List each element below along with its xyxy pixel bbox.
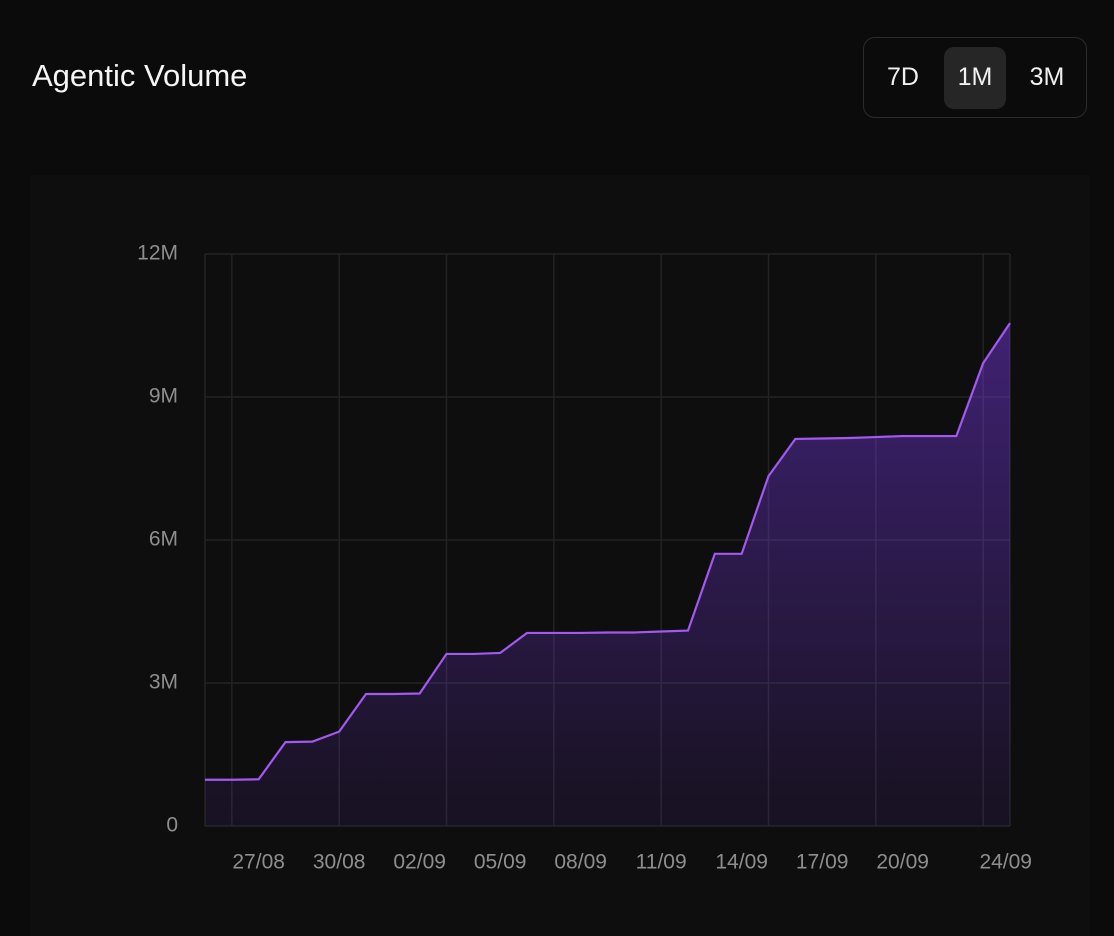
y-tick-label: 3M [149, 671, 178, 694]
area-fill [205, 323, 1010, 826]
x-tick-label: 20/09 [876, 851, 929, 874]
range-button[interactable]: 7D [887, 63, 919, 91]
x-tick-label: 08/09 [554, 851, 607, 874]
x-tick-label: 24/09 [979, 851, 1032, 874]
x-tick-label: 05/09 [474, 851, 527, 874]
x-tick-label: 02/09 [393, 851, 446, 874]
x-tick-label: 14/09 [715, 851, 768, 874]
range-toggle: 7D 1M 3M [863, 37, 1087, 118]
range-button[interactable]: 3M [1029, 63, 1065, 91]
y-tick-label: 0 [166, 814, 178, 837]
y-tick-label: 6M [149, 528, 178, 551]
range-button[interactable]: 1M [944, 46, 1006, 109]
x-tick-label: 30/08 [313, 851, 366, 874]
x-tick-label: 17/09 [796, 851, 849, 874]
y-tick-label: 9M [149, 385, 178, 408]
x-tick-label: 11/09 [636, 851, 687, 874]
widget-title: Agentic Volume [32, 58, 248, 93]
y-tick-label: 12M [137, 242, 178, 265]
x-tick-label: 27/08 [232, 851, 285, 874]
area-line [205, 322, 1011, 781]
